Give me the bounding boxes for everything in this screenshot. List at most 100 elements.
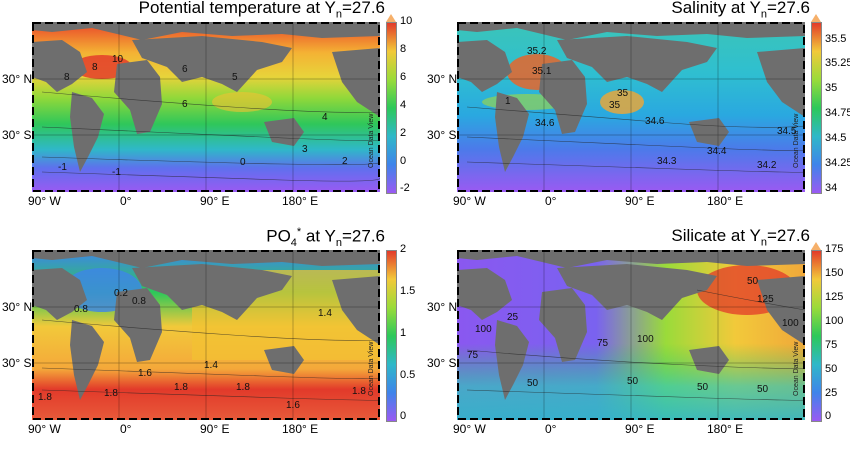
colorbar (811, 250, 822, 422)
svg-text:34.6: 34.6 (535, 118, 555, 129)
lon-label-90e: 90° E (625, 194, 655, 208)
svg-text:0.8: 0.8 (132, 296, 146, 307)
svg-text:-1: -1 (112, 167, 121, 178)
colorbar-tick: -2 (400, 182, 410, 194)
lon-label-90w: 90° W (453, 422, 486, 436)
colorbar-tick: 50 (825, 363, 838, 375)
svg-text:3: 3 (302, 144, 308, 155)
svg-text:34.5: 34.5 (777, 126, 797, 137)
lat-label-30n: 30° N (427, 300, 458, 314)
colorbar-tick: 1 (400, 327, 407, 339)
lon-label-90w: 90° W (28, 422, 61, 436)
po4star-map: 0.8 0.2 0.8 1.4 1.6 1.4 1.8 1.8 1.8 1.8 … (32, 250, 380, 420)
panel-po4star: PO4* at Yn=27.6 (0, 226, 425, 456)
salinity-map: 35.2 35.1 35 35 34.6 34.6 34.5 34.4 34.3… (457, 22, 805, 192)
colorbar (386, 250, 397, 422)
colorbar-tick: 34.25 (825, 157, 850, 169)
colorbar-tick: 25 (825, 387, 838, 399)
odv-watermark: Ocean Data View (793, 341, 800, 396)
colorbar-tick: 4 (400, 99, 407, 111)
svg-text:100: 100 (637, 334, 654, 345)
colorbar-tick: 2 (400, 127, 407, 139)
svg-text:4: 4 (322, 112, 328, 123)
lat-label-30s: 30° S (2, 128, 32, 142)
colorbar-tick: 0.5 (400, 369, 416, 381)
svg-text:1.8: 1.8 (38, 392, 52, 403)
contours (41, 91, 380, 182)
svg-text:0.2: 0.2 (114, 288, 128, 299)
colorbar-tick: 0 (400, 410, 407, 422)
lat-label-30n: 30° N (2, 72, 33, 86)
svg-text:50: 50 (747, 276, 759, 287)
svg-text:35.2: 35.2 (527, 46, 547, 57)
svg-text:50: 50 (527, 378, 539, 389)
lat-label-30s: 30° S (427, 128, 457, 142)
svg-text:1.8: 1.8 (352, 386, 366, 397)
colorbar-tick: 0 (400, 155, 407, 167)
colorbar-tick: 175 (825, 243, 844, 255)
lon-label-90e: 90° E (200, 194, 230, 208)
lon-label-0: 0° (120, 422, 132, 436)
svg-text:100: 100 (475, 324, 492, 335)
colorbar-cap (811, 242, 821, 250)
svg-text:2: 2 (342, 156, 348, 167)
lon-label-90w: 90° W (453, 194, 486, 208)
lat-label-30n: 30° N (427, 72, 458, 86)
colorbar-tick: 75 (825, 339, 838, 351)
svg-text:34.4: 34.4 (707, 146, 727, 157)
odv-watermark: Ocean Data View (368, 341, 375, 396)
svg-text:35: 35 (609, 100, 621, 111)
svg-text:1.8: 1.8 (174, 382, 188, 393)
svg-text:8: 8 (92, 62, 98, 73)
contour-labels: 10 8 6 5 4 3 2 0 -1 -1 6 8 (58, 54, 348, 178)
panel-title: Potential temperature at Yn=27.6 (138, 0, 385, 21)
lon-label-180e: 180° E (282, 194, 319, 208)
colorbar (811, 22, 822, 194)
panel-silicate: Silicate at Yn=27.6 (425, 226, 850, 456)
lat-label-30n: 30° N (2, 300, 33, 314)
panel-temperature: Potential temperature at Yn=27.6 (0, 0, 425, 228)
colorbar-tick: 35.5 (825, 33, 847, 45)
svg-text:35: 35 (617, 88, 629, 99)
lon-label-90e: 90° E (200, 422, 230, 436)
panel-salinity: Salinity at Yn=27.6 (425, 0, 850, 228)
colorbar-cap (386, 14, 396, 22)
colorbar-tick: 35 (825, 82, 838, 94)
lon-label-0: 0° (120, 194, 132, 208)
colorbar-tick: 10 (400, 15, 413, 27)
svg-text:50: 50 (757, 384, 769, 395)
svg-text:125: 125 (757, 294, 774, 305)
svg-text:1.8: 1.8 (236, 382, 250, 393)
colorbar-tick: 0 (825, 410, 832, 422)
lat-label-30s: 30° S (427, 356, 457, 370)
lon-label-180e: 180° E (707, 422, 744, 436)
svg-text:6: 6 (182, 64, 188, 75)
svg-text:75: 75 (597, 338, 609, 349)
svg-text:-1: -1 (58, 162, 67, 173)
lon-label-0: 0° (545, 194, 557, 208)
colorbar-tick: 100 (825, 315, 844, 327)
colorbar-tick: 150 (825, 267, 844, 279)
colorbar (386, 22, 397, 194)
svg-text:0: 0 (240, 157, 246, 168)
svg-text:75: 75 (467, 350, 479, 361)
colorbar-tick: 1.5 (400, 285, 416, 297)
svg-text:10: 10 (112, 54, 124, 65)
lon-label-0: 0° (545, 422, 557, 436)
svg-text:1.8: 1.8 (104, 388, 118, 399)
colorbar-tick: 6 (400, 71, 407, 83)
svg-text:34.6: 34.6 (645, 116, 665, 127)
odv-watermark: Ocean Data View (368, 113, 375, 168)
temperature-map: 10 8 6 5 4 3 2 0 -1 -1 6 8 (32, 22, 380, 192)
colorbar-tick: 125 (825, 291, 844, 303)
colorbar-tick: 8 (400, 43, 407, 55)
svg-text:1: 1 (505, 96, 511, 107)
svg-text:8: 8 (64, 72, 70, 83)
lon-label-180e: 180° E (282, 422, 319, 436)
svg-text:5: 5 (232, 72, 238, 83)
silicate-map: 50 125 100 100 25 100 75 75 50 50 50 50 (457, 250, 805, 420)
panel-title: Silicate at Yn=27.6 (671, 226, 810, 249)
lon-label-90e: 90° E (625, 422, 655, 436)
colorbar-tick: 35.25 (825, 57, 850, 69)
panel-title: Salinity at Yn=27.6 (671, 0, 810, 21)
